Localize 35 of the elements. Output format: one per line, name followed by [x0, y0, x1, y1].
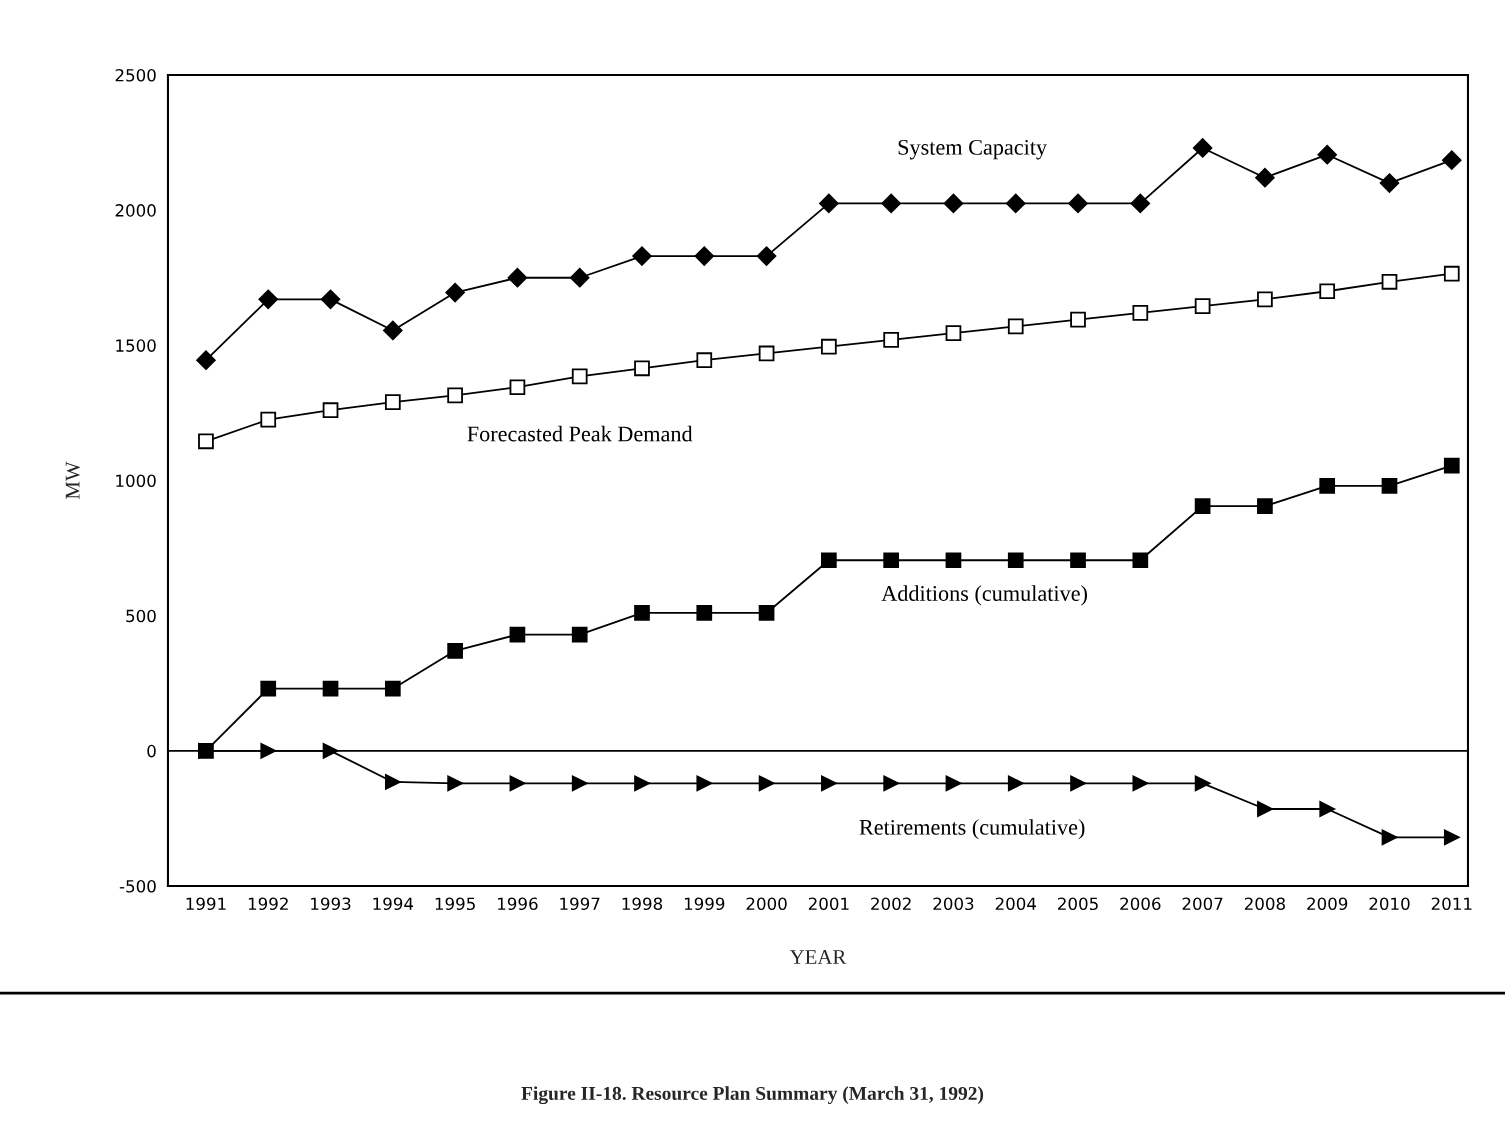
y-tick-label: 500: [126, 609, 156, 623]
x-tick-label: 2010: [1369, 897, 1410, 911]
x-tick-label: 1994: [373, 897, 414, 911]
x-tick-label: 1999: [684, 897, 725, 911]
x-axis-title: YEAR: [789, 950, 847, 964]
y-tick-label: 2000: [115, 204, 156, 217]
y-axis-title: MW: [65, 461, 80, 499]
x-tick-label: 1992: [248, 897, 288, 911]
y-tick-label: 2500: [115, 68, 156, 82]
x-tick-label: 2005: [1058, 897, 1098, 911]
x-tick-label: 2003: [933, 897, 974, 911]
x-tick-label: 2009: [1307, 897, 1348, 911]
series-label: Additions (cumulative): [881, 585, 1087, 606]
x-tick-label: 1997: [560, 897, 600, 911]
y-tick-label: 0: [147, 744, 156, 758]
x-tick-label: 1998: [622, 897, 663, 911]
series-label: Retirements (cumulative): [859, 819, 1085, 840]
x-tick-label: 2011: [1431, 897, 1472, 911]
x-tick-label: 2007: [1182, 897, 1223, 911]
y-tick-label: 1000: [116, 474, 156, 488]
x-tick-label: 2004: [995, 897, 1037, 911]
x-tick-label: 2000: [746, 897, 787, 911]
series-label: Forecasted Peak Demand: [467, 425, 693, 442]
x-tick-label: 2001: [808, 897, 849, 911]
series-label: System Capacity: [898, 139, 1048, 160]
x-tick-label: 1996: [498, 897, 538, 911]
x-tick-label: 2008: [1244, 897, 1285, 911]
y-tick-label: 1500: [116, 339, 156, 352]
x-tick-label: 2002: [871, 897, 911, 911]
y-tick-label: -500: [119, 879, 156, 893]
x-tick-label: 1991: [186, 897, 226, 911]
x-tick-label: 2006: [1120, 897, 1161, 911]
x-tick-label: 1995: [435, 897, 475, 911]
x-tick-label: 1993: [311, 897, 351, 911]
text: Figure II-18. Resource Plan Summary (March 31, 1992): [521, 1086, 984, 1105]
